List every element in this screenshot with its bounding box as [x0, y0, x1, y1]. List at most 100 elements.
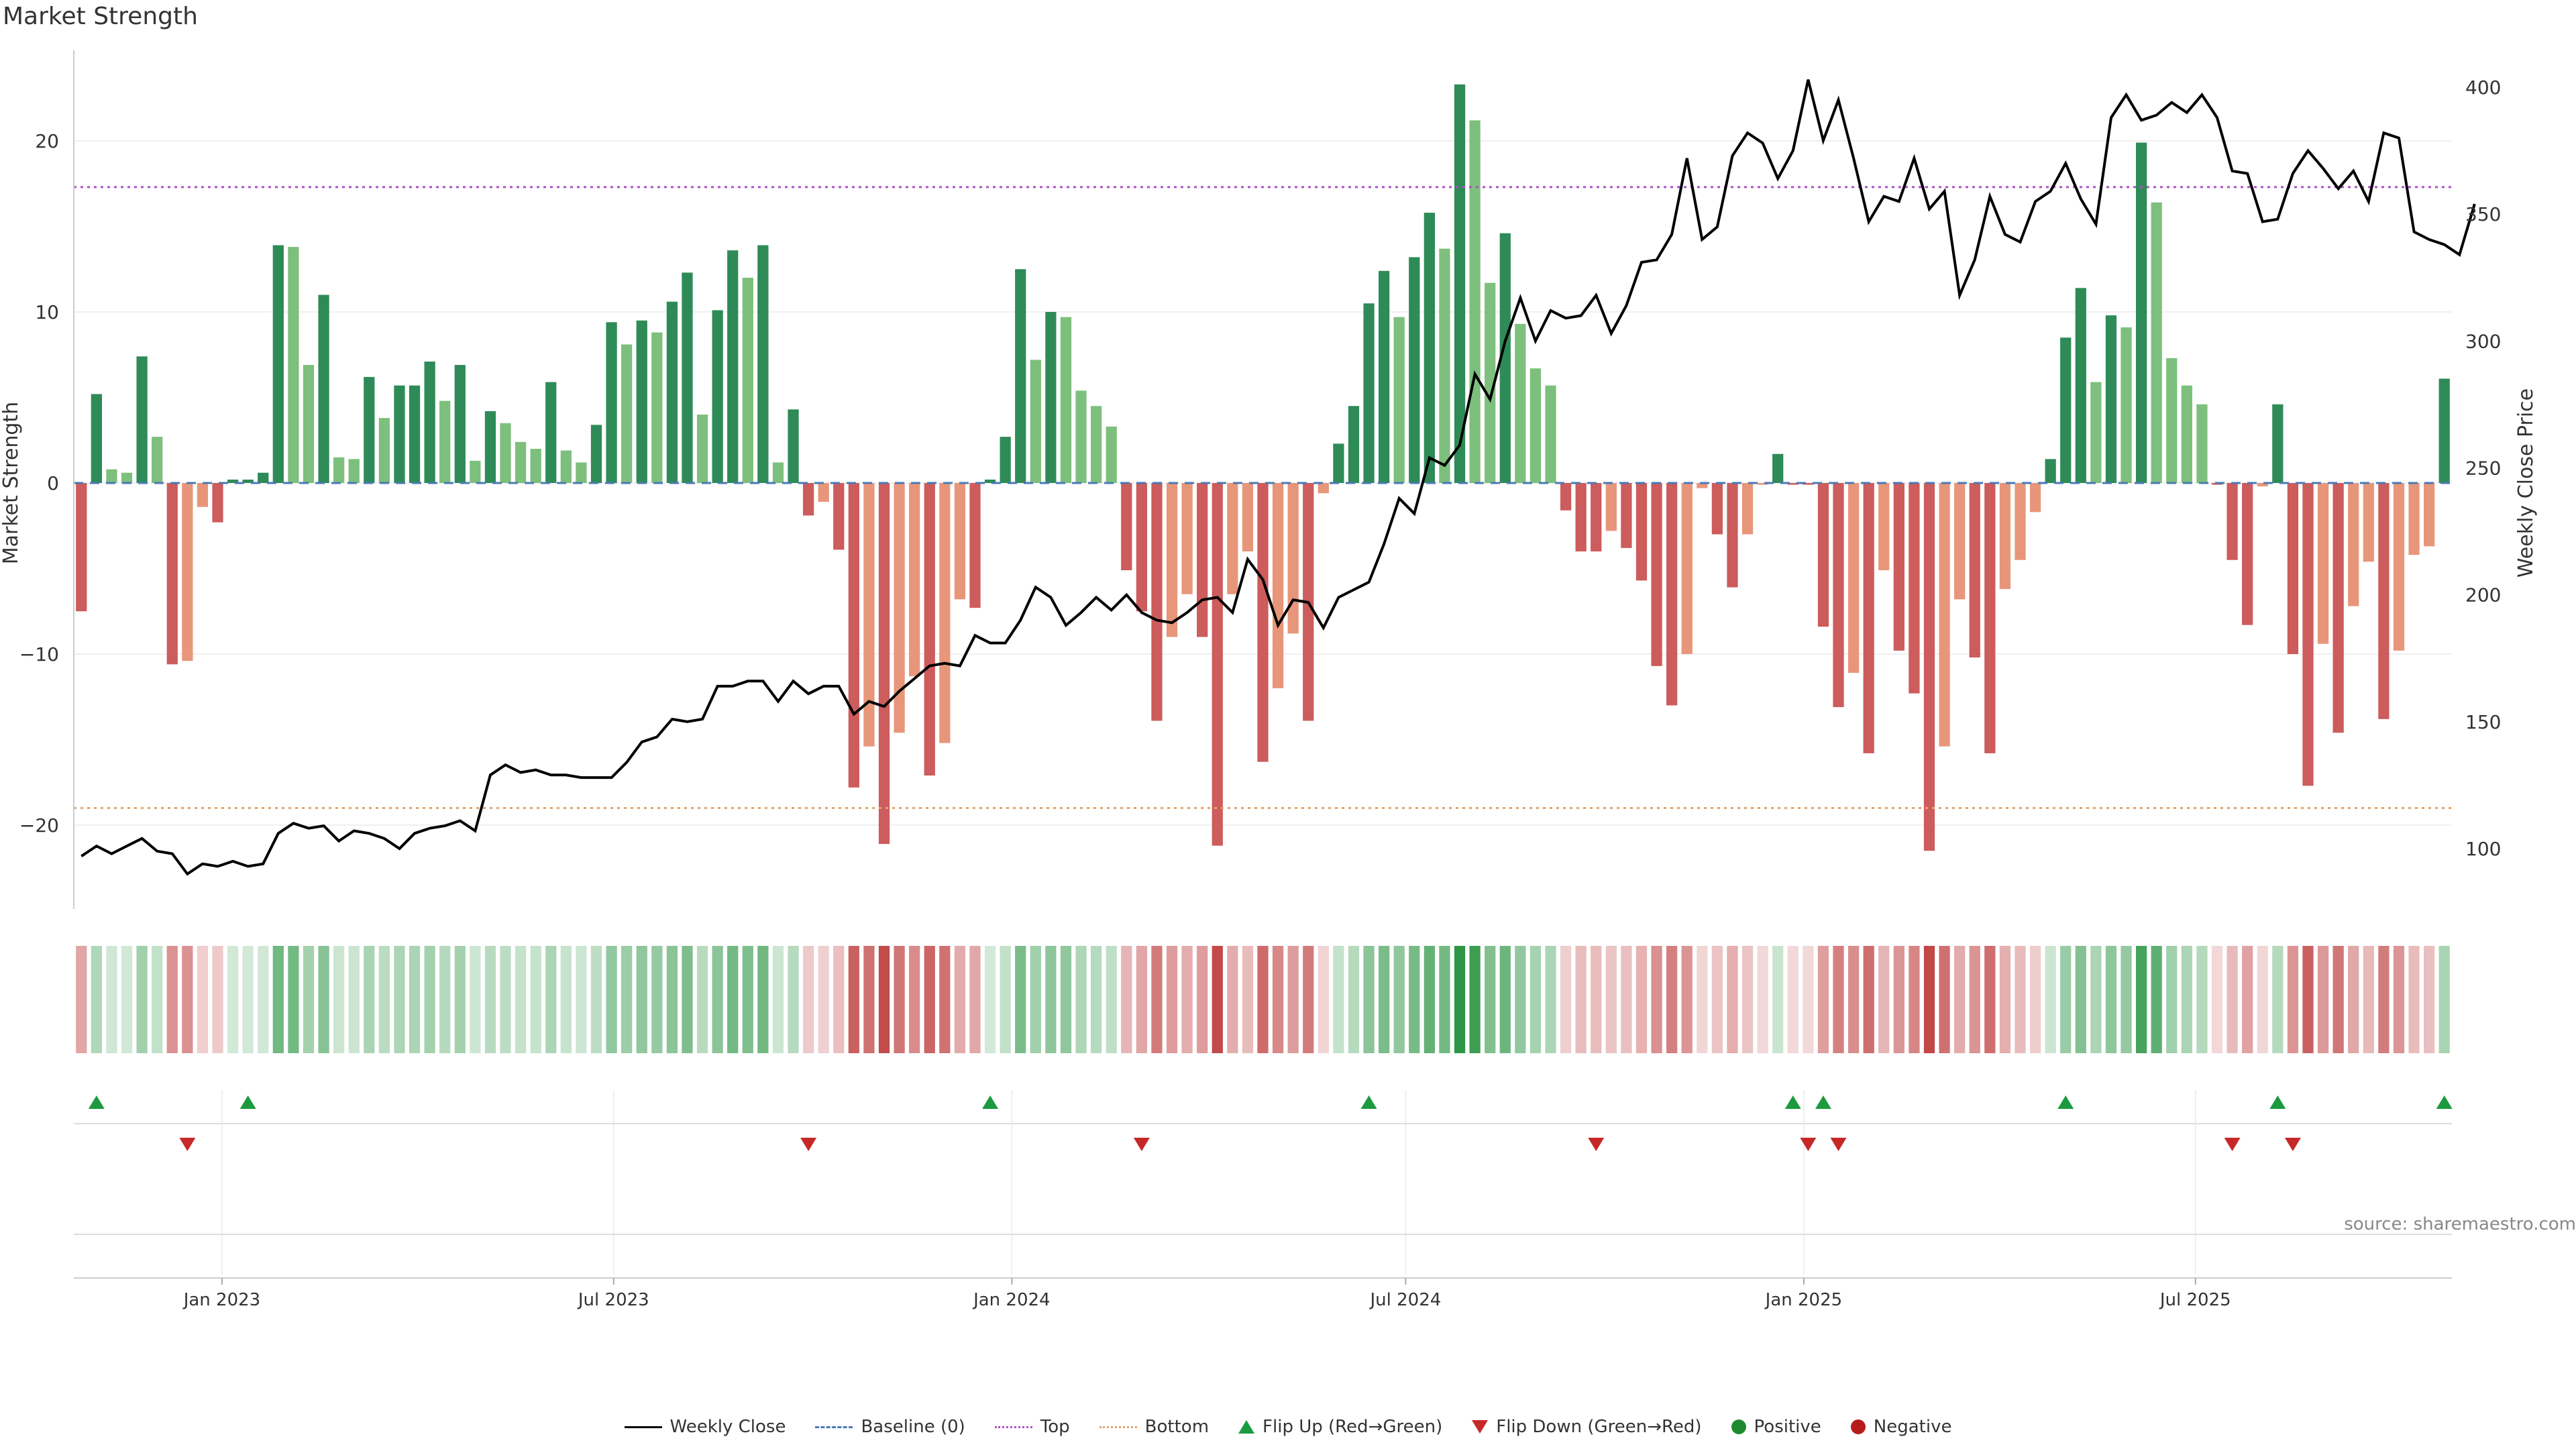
strength-bar [1106, 426, 1117, 483]
strength-bar [1363, 303, 1375, 483]
strength-bar [772, 462, 784, 483]
strength-bar [1515, 323, 1526, 483]
heat-cell [1106, 946, 1117, 1053]
x-tick-label: Jan 2025 [1764, 1290, 1843, 1310]
heat-cell [2393, 946, 2405, 1053]
heat-cell [1166, 946, 1178, 1053]
heat-cell [2166, 946, 2178, 1053]
strength-bar [727, 250, 739, 483]
strength-bar [318, 294, 329, 483]
y2-tick-label: 250 [2465, 458, 2501, 480]
x-tick-label: Jul 2023 [577, 1290, 649, 1310]
heat-cell [1560, 946, 1572, 1053]
heat-cell [272, 946, 284, 1053]
legend-item-top: Top [994, 1417, 1070, 1437]
triangle-down-icon [1472, 1420, 1489, 1434]
strength-bar [1878, 483, 1890, 571]
strength-bar [1621, 483, 1632, 548]
heat-cell [1439, 946, 1450, 1053]
strength-bar [1499, 233, 1511, 483]
y2-tick-label: 150 [2465, 711, 2501, 733]
flip-up-marker [239, 1095, 256, 1109]
strength-bar [1409, 257, 1420, 483]
heat-cell [1741, 946, 1754, 1053]
heat-cell [303, 946, 315, 1053]
flip-up-marker [1360, 1095, 1377, 1109]
heat-cell [757, 946, 769, 1053]
strength-bar [545, 382, 557, 483]
strength-bar [1591, 483, 1602, 551]
heat-cell [1605, 946, 1617, 1053]
heat-cell [1303, 946, 1314, 1053]
heat-cell [1242, 946, 1254, 1053]
heat-cell [1681, 946, 1693, 1053]
heat-cell [1212, 946, 1223, 1053]
heat-cell [2181, 946, 2192, 1053]
heat-cell [1136, 946, 1147, 1053]
strength-bar [1666, 483, 1678, 706]
y2-tick-label: 300 [2465, 330, 2501, 352]
heat-cell [2348, 946, 2359, 1053]
heat-cell [984, 946, 996, 1053]
heat-cell [2151, 946, 2162, 1053]
circle-green-icon [1731, 1419, 1746, 1434]
x-tick-label: Jul 2025 [2159, 1290, 2231, 1310]
strength-bar [258, 472, 269, 483]
strength-bar [712, 310, 723, 483]
strength-bar [2393, 483, 2405, 651]
triangle-up-icon [1238, 1420, 1255, 1434]
strength-bar [2181, 385, 2192, 483]
flip-up-marker [982, 1095, 999, 1109]
strength-bar [2121, 327, 2132, 483]
flip-down-marker [1133, 1138, 1150, 1151]
strength-bar [1015, 269, 1026, 483]
heat-cell [1197, 946, 1208, 1053]
heat-cell [2060, 946, 2072, 1053]
heat-cell [2302, 946, 2314, 1053]
strength-bar [1863, 483, 1874, 753]
heat-cell [1545, 946, 1556, 1053]
strength-bar [1529, 368, 1542, 483]
strength-bar [2408, 483, 2420, 555]
heat-cell [1363, 946, 1375, 1053]
source-note: source: sharemaestro.com [2344, 1214, 2576, 1234]
strength-bar [303, 365, 315, 483]
strength-bar [227, 479, 239, 483]
strength-bar [1803, 483, 1814, 485]
heat-cell [1847, 946, 1860, 1053]
heat-cell [1591, 946, 1602, 1053]
heat-cell [2121, 946, 2132, 1053]
x-tick-label: Jul 2024 [1368, 1290, 1441, 1310]
strength-bar [1545, 385, 1556, 483]
heat-cell [545, 946, 557, 1053]
legend-item-bottom: Bottom [1099, 1417, 1209, 1437]
flip-down-marker [1830, 1138, 1847, 1151]
heat-cell [712, 946, 723, 1053]
y2-tick-label: 100 [2465, 838, 2501, 860]
heat-cell [666, 946, 678, 1053]
heat-cell [848, 946, 859, 1053]
strength-bar [1817, 483, 1829, 627]
strength-bar [1181, 483, 1193, 594]
strength-bar [1741, 483, 1754, 535]
flip-down-marker [2224, 1138, 2241, 1151]
circle-red-icon [1850, 1419, 1866, 1434]
y-tick-label: 0 [47, 472, 59, 494]
heat-cell [2242, 946, 2253, 1053]
heat-cell [636, 946, 647, 1053]
strength-bar [2105, 315, 2117, 483]
legend-item-weekly-close: Weekly Close [624, 1417, 786, 1437]
strength-bar [166, 483, 178, 665]
heat-cell [166, 946, 178, 1053]
flip-up-marker [2436, 1095, 2453, 1109]
strength-bar [1939, 483, 1950, 747]
heat-cell [1954, 946, 1966, 1053]
strength-bar [1136, 483, 1147, 612]
strength-bar [1030, 360, 1041, 483]
strength-bar [818, 483, 829, 502]
strength-bar [1711, 483, 1723, 535]
y-tick-label: 10 [35, 301, 59, 323]
heat-cell [2226, 946, 2238, 1053]
strength-bar [1166, 483, 1178, 637]
strength-bar [1697, 483, 1708, 488]
